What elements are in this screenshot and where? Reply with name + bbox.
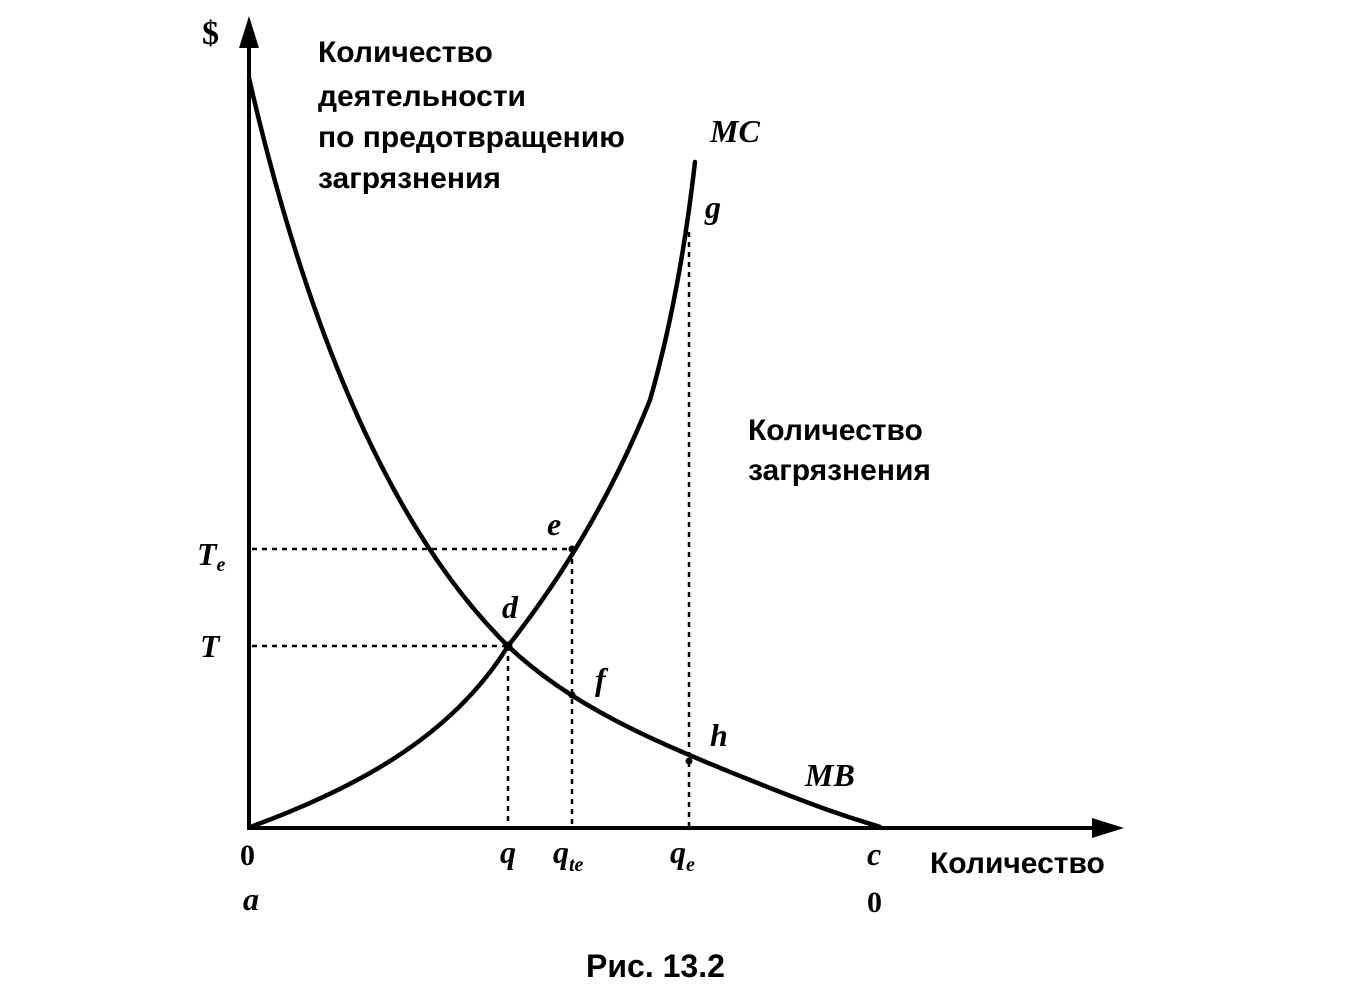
point-e-marker (568, 545, 576, 553)
t-level-label: T (200, 628, 221, 664)
point-d-marker (503, 641, 513, 651)
mc-curve (250, 159, 698, 829)
q-tick-label: q (500, 834, 516, 870)
activity-label-line-1: Количество (318, 36, 493, 69)
y-axis-label: $ (202, 15, 219, 52)
qte-tick-sub: te (569, 854, 584, 876)
end-top-label: c (867, 836, 881, 872)
origin-top-label: 0 (240, 839, 255, 872)
mc-curve-label: MC (709, 113, 760, 149)
qte-tick-main: q (553, 834, 569, 870)
activity-label-line-3: по предотвращению (318, 121, 625, 154)
origin-bottom-label: a (243, 881, 259, 917)
point-d-label: d (502, 589, 519, 625)
end-bottom-label: 0 (867, 886, 882, 919)
qe-tick-main: q (670, 834, 686, 870)
figure-caption: Рис. 13.2 (586, 948, 725, 984)
te-level-label: Te (197, 536, 226, 576)
x-axis-label: Количество (930, 847, 1105, 880)
mb-curve-label: MB (804, 757, 855, 793)
mb-curve (246, 75, 883, 830)
activity-label-line-4: загрязнения (318, 162, 501, 195)
qte-tick-label: qte (553, 834, 584, 876)
qe-tick-sub: e (686, 854, 695, 876)
pollution-label-line-2: загрязнения (748, 454, 931, 487)
point-f-label: f (595, 661, 609, 697)
x-axis-arrow (1092, 818, 1124, 838)
activity-label-line-2: деятельности (318, 80, 526, 113)
te-level-main: T (197, 536, 218, 572)
te-level-sub: e (217, 554, 226, 576)
y-axis-arrow (239, 16, 259, 48)
point-f-marker (568, 691, 576, 699)
qe-tick-label: qe (670, 834, 695, 876)
point-e-label: e (547, 506, 561, 542)
point-g-label: g (704, 189, 721, 225)
pollution-label-line-1: Количество (748, 414, 923, 447)
point-h-label: h (710, 717, 728, 753)
point-h-marker (685, 757, 693, 765)
